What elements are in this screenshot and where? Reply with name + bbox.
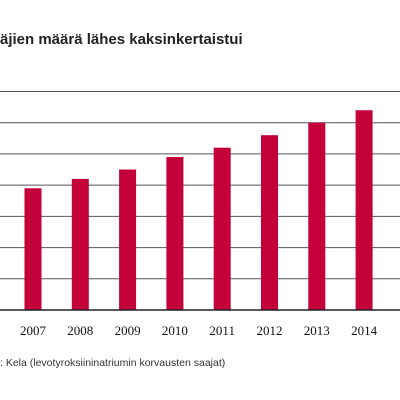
bar-2012: [261, 135, 278, 310]
x-tick-label: 2012: [257, 323, 283, 338]
x-tick-label: 2007: [20, 323, 47, 338]
x-tick-label: 2011: [209, 323, 235, 338]
x-tick-label: 2010: [162, 323, 188, 338]
x-tick-label: 2013: [304, 323, 330, 338]
bar-series: [24, 110, 373, 310]
chart-title: äjien määrä lähes kaksinkertaistui: [0, 31, 243, 48]
chart-source: : Kela (levotyroksiininatriumin korvaust…: [0, 357, 226, 369]
bar-2010: [166, 157, 184, 310]
x-axis: 2007 2008 2009 2010 2011 2012 2013 2014: [0, 309, 400, 338]
bar-2011: [213, 147, 231, 310]
gridlines: [0, 91, 400, 280]
bar-2009: [119, 169, 137, 310]
x-tick-label: 2014: [351, 323, 378, 338]
x-tick-label: 2009: [115, 323, 141, 338]
bar-2007: [24, 188, 42, 310]
bar-2013: [308, 122, 326, 310]
x-tick-label: 2008: [67, 323, 93, 338]
bar-2014: [355, 110, 373, 310]
bar-2008: [71, 178, 89, 310]
